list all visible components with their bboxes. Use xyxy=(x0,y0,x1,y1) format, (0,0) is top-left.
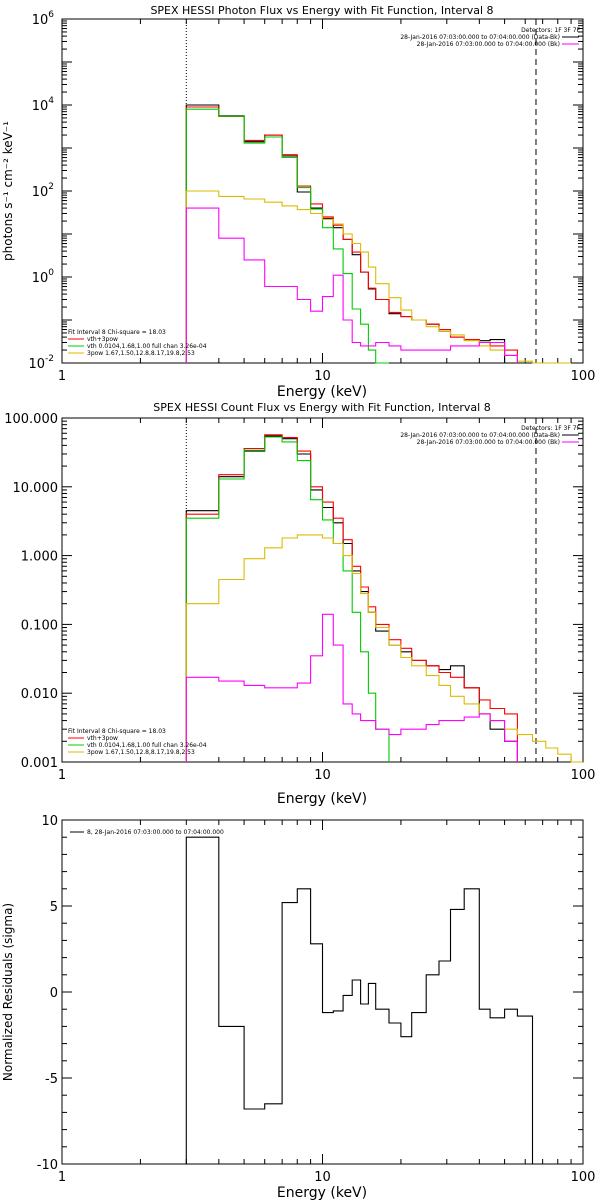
y-axis-label: photons s⁻¹ cm⁻² keV⁻¹ xyxy=(1,121,15,261)
series-bk xyxy=(185,207,518,363)
y-tick-label: 0 xyxy=(50,986,58,1001)
x-tick-label: 10 xyxy=(314,369,331,384)
series-3pow xyxy=(185,534,583,763)
y-tick-label: 10.000 xyxy=(13,481,59,496)
x-axis-label: Energy (keV) xyxy=(277,384,367,400)
x-tick-label: 100 xyxy=(571,1170,596,1185)
x-axis-label: Energy (keV) xyxy=(277,791,367,807)
y-tick-label: 0.010 xyxy=(21,687,58,702)
series-group xyxy=(185,434,583,763)
series-vth xyxy=(185,108,389,364)
legend-label: 8, 28-Jan-2016 07:03:00.000 to 07:04:00.… xyxy=(87,829,224,836)
x-tick-label: 1 xyxy=(58,369,66,384)
legend-label: vth 0.0104,1.68,1.00 full chan 3.26e-04 xyxy=(87,742,207,749)
panel-title: SPEX HESSI Photon Flux vs Energy with Fi… xyxy=(150,4,493,17)
legend-top: Detectors: 1F 3F 7F 28-Jan-2016 07:03:00… xyxy=(400,425,580,446)
y-tick-label: 100 xyxy=(32,268,55,286)
photon-flux-panel: SPEX HESSI Photon Flux vs Energy with Fi… xyxy=(1,4,595,400)
axis-ticks: 1 10 100 -10 -5 0 5 10 xyxy=(37,814,596,1185)
y-tick-label: 10-2 xyxy=(28,354,54,372)
legend-heading: Detectors: 1F 3F 7F xyxy=(521,425,580,432)
y-tick-label: 0.001 xyxy=(21,756,58,771)
x-tick-label: 1 xyxy=(58,1170,66,1185)
legend-label: 28-Jan-2016 07:03:00.000 to 07:04:00.000… xyxy=(417,439,560,446)
y-tick-label: 1.000 xyxy=(21,550,58,565)
y-tick-label: 102 xyxy=(32,182,54,200)
legend-label: 3pow 1.67,1.50,12.8,8.17,19.8,2.53 xyxy=(87,350,195,357)
x-tick-label: 10 xyxy=(314,768,331,783)
y-tick-label: -5 xyxy=(45,1072,58,1087)
legend: 8, 28-Jan-2016 07:03:00.000 to 07:04:00.… xyxy=(70,829,224,836)
y-tick-label: 5 xyxy=(50,900,58,915)
x-axis-label: Energy (keV) xyxy=(277,1185,367,1200)
y-tick-label: 0.100 xyxy=(21,618,58,633)
residuals-panel: 1 10 100 -10 -5 0 5 10 Normalized Residuals (si… xyxy=(1,814,595,1200)
series-bk xyxy=(185,613,518,762)
y-tick-label: 100.000 xyxy=(4,412,58,427)
axis-ticks: 1 10 100 0.001 0.010 0.100 1.000 10.000 100.000 xyxy=(4,412,595,783)
legend-label: vth+3pow xyxy=(87,336,118,343)
legend-heading: Fit Interval 8 Chi-square = 18.03 xyxy=(68,329,166,336)
legend-label: 3pow 1.67,1.50,12.8,8.17,19.8,2.53 xyxy=(87,749,195,756)
series-group xyxy=(185,836,534,1164)
count-flux-panel: SPEX HESSI Count Flux vs Energy with Fit… xyxy=(4,401,595,807)
legend-label: 28-Jan-2016 07:03:00.000 to 07:04:00.000… xyxy=(400,432,560,439)
legend-label: vth 0.0104,1.68,1.00 full chan 3.26e-04 xyxy=(87,343,207,350)
series-vth xyxy=(185,436,390,762)
legend-heading: Fit Interval 8 Chi-square = 18.03 xyxy=(68,728,166,735)
legend-bottom: Fit Interval 8 Chi-square = 18.03 vth+3p… xyxy=(68,728,207,756)
legend-label: 28-Jan-2016 07:03:00.000 to 07:04:00.000… xyxy=(400,34,560,41)
series-group xyxy=(185,104,572,364)
x-tick-label: 1 xyxy=(58,768,66,783)
series-3pow xyxy=(185,190,572,364)
y-tick-label: 104 xyxy=(32,96,55,114)
legend-heading: Detectors: 1F 3F 7F xyxy=(521,27,580,34)
x-tick-label: 100 xyxy=(571,369,596,384)
legend-label: 28-Jan-2016 07:03:00.000 to 07:04:00.000… xyxy=(417,41,560,48)
x-tick-label: 10 xyxy=(314,1170,331,1185)
legend-label: vth+3pow xyxy=(87,735,118,742)
y-axis-label: Normalized Residuals (sigma) xyxy=(1,903,15,1081)
axis-ticks: 1 10 100 10-2 100 102 104 106 xyxy=(28,10,595,384)
y-tick-label: 106 xyxy=(32,10,55,28)
series-residuals xyxy=(185,836,534,1164)
legend-bottom: Fit Interval 8 Chi-square = 18.03 vth+3p… xyxy=(68,329,207,357)
legend-top: Detectors: 1F 3F 7F 28-Jan-2016 07:03:00… xyxy=(400,27,580,48)
panel-title: SPEX HESSI Count Flux vs Energy with Fit… xyxy=(153,401,490,414)
x-tick-label: 100 xyxy=(571,768,596,783)
y-tick-label: -10 xyxy=(37,1158,58,1173)
y-tick-label: 10 xyxy=(41,814,58,829)
